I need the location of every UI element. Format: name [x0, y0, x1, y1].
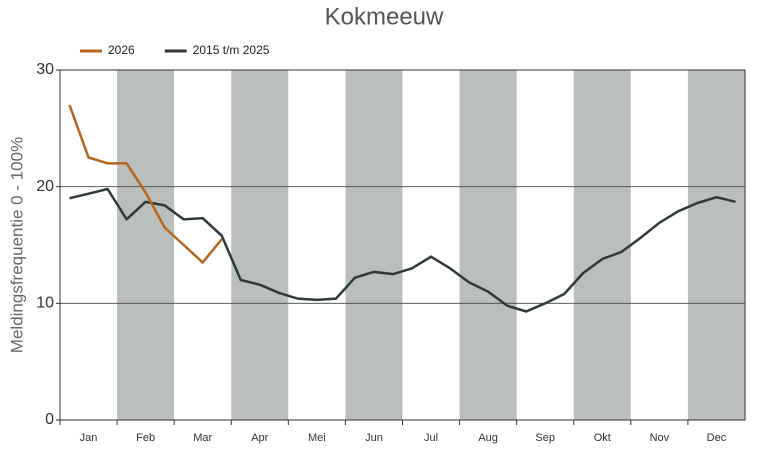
y-tick-label: 30 [36, 61, 54, 78]
x-tick-label: Jan [80, 432, 98, 444]
x-tick-label: Dec [707, 432, 727, 444]
x-tick-label: Okt [594, 432, 611, 444]
x-tick-label: Jul [424, 432, 438, 444]
y-tick-label: 0 [45, 411, 54, 428]
legend-label: 2026 [108, 43, 135, 57]
month-band [117, 70, 175, 420]
x-tick-label: Mar [193, 432, 212, 444]
x-tick-label: Feb [136, 432, 155, 444]
x-tick-label: Nov [650, 432, 670, 444]
month-band [687, 70, 745, 420]
month-band [231, 70, 289, 420]
chart-title: Kokmeeuw [325, 3, 444, 30]
month-band [345, 70, 403, 420]
y-tick-label: 10 [36, 295, 54, 312]
month-band [459, 70, 517, 420]
x-tick-label: Jun [365, 432, 383, 444]
series-line [68, 104, 223, 264]
x-tick-label: Aug [478, 432, 498, 444]
x-tick-label: Mei [308, 432, 326, 444]
series-line [69, 187, 736, 313]
x-tick-label: Sep [535, 432, 555, 444]
month-band [573, 70, 631, 420]
y-axis-label: Meldingsfrequentie 0 - 100% [7, 137, 26, 353]
plot-frame [59, 69, 746, 421]
x-tick-label: Apr [251, 432, 268, 444]
y-tick-label: 20 [36, 178, 54, 195]
legend-label: 2015 t/m 2025 [193, 43, 270, 57]
